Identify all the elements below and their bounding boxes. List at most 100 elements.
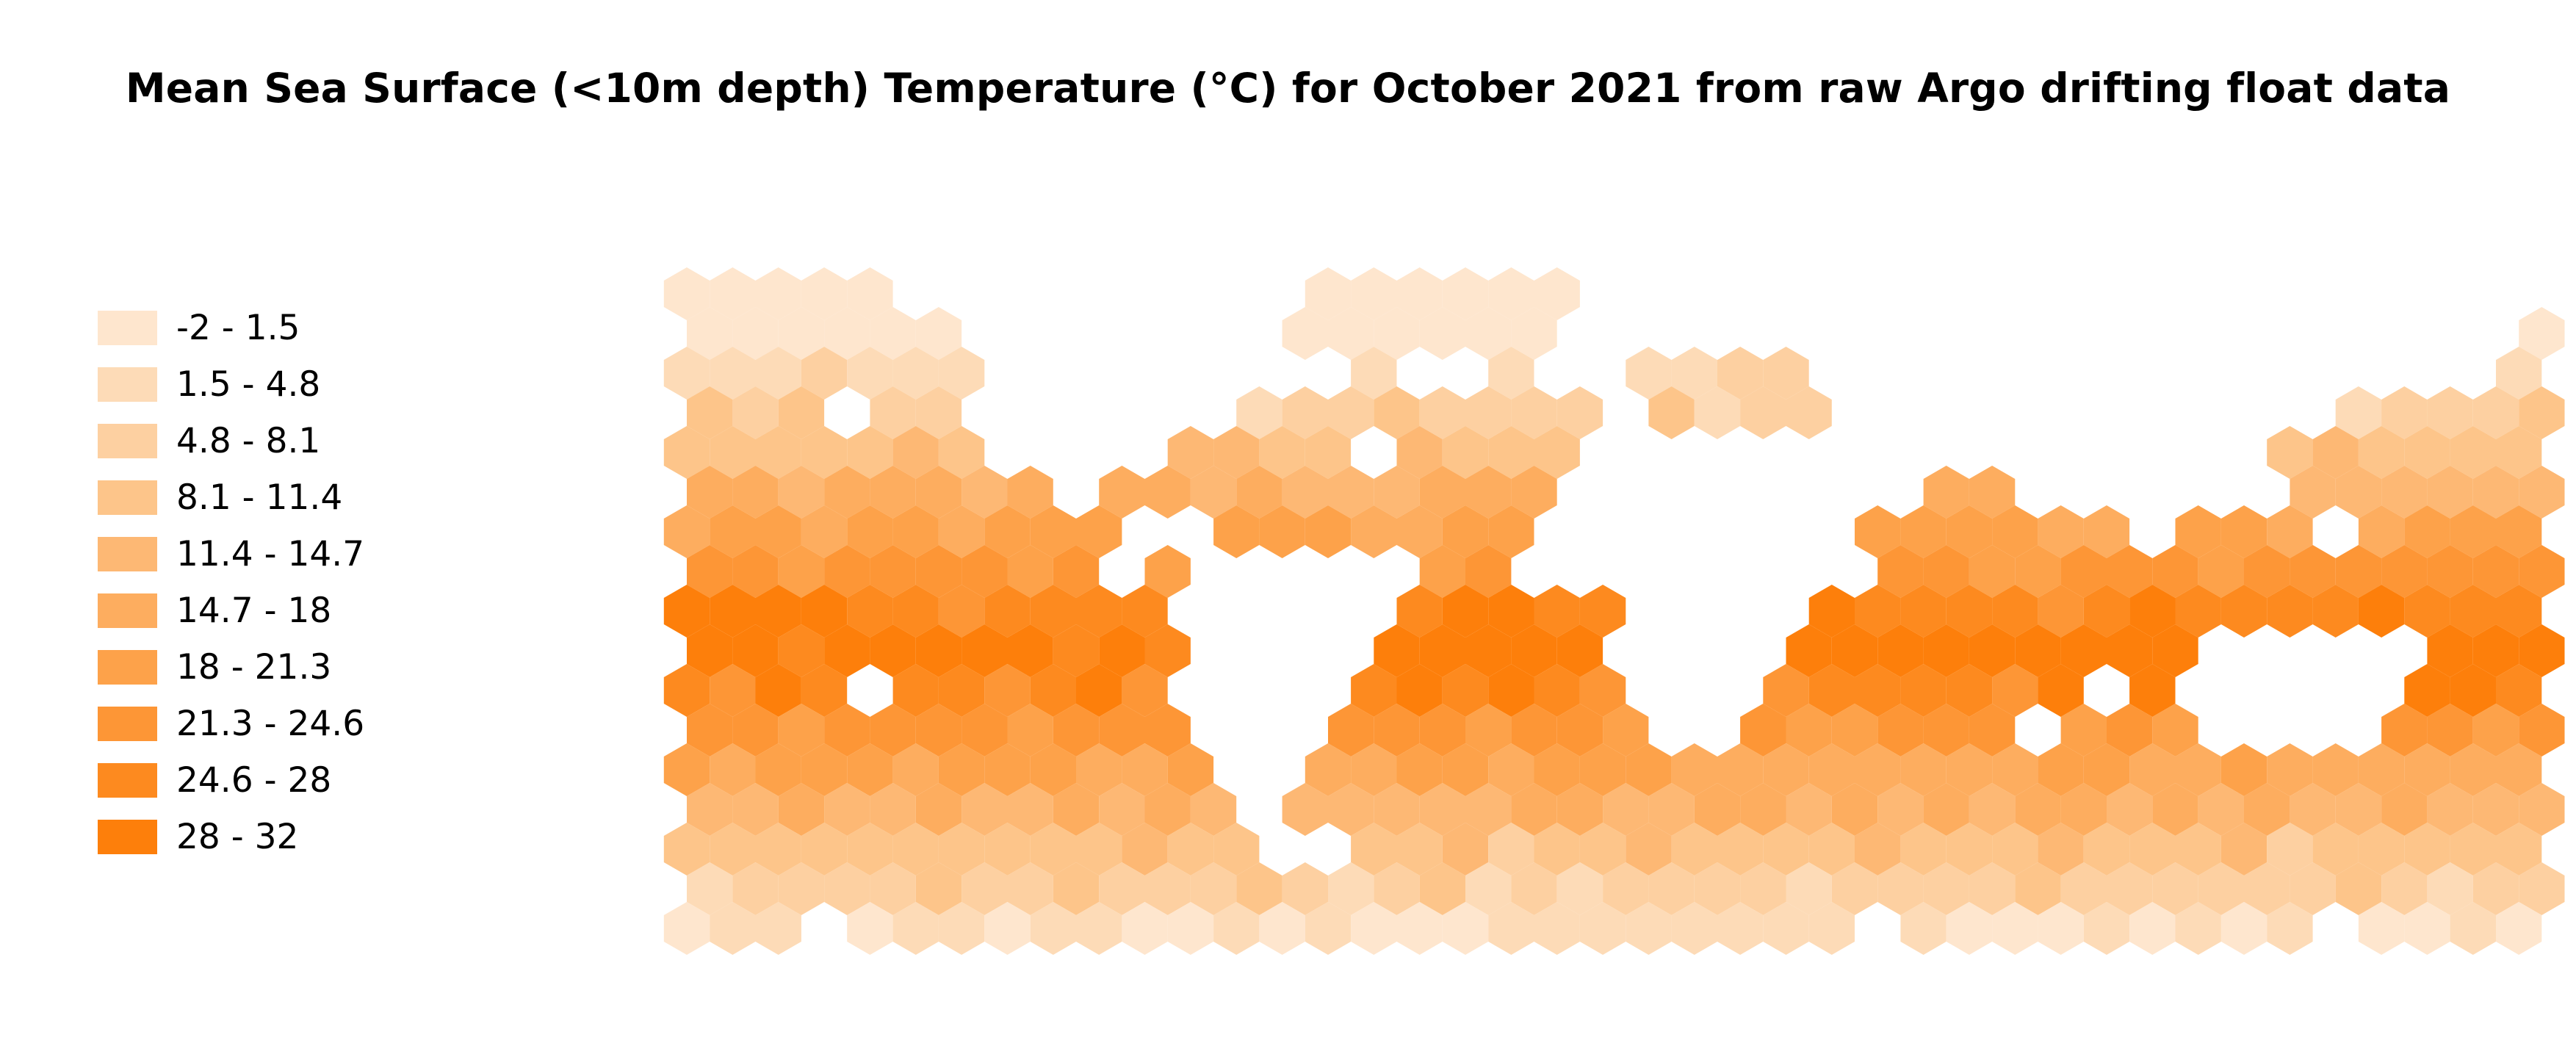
hex-cell (2450, 743, 2496, 796)
hex-cell (1305, 505, 1352, 558)
hex-cell (1969, 624, 2016, 677)
hex-cell (2220, 902, 2267, 955)
hex-cell (1992, 902, 2038, 955)
hex-cell (2427, 624, 2473, 677)
hex-cell (1053, 704, 1100, 757)
hex-cell (2290, 862, 2336, 915)
hex-cell (732, 386, 779, 439)
hex-cell (1419, 783, 1465, 836)
hex-cell (1694, 862, 1741, 915)
legend-label: 18 - 21.3 (176, 647, 332, 687)
hex-cell (1969, 466, 2016, 519)
hex-cell (1282, 466, 1328, 519)
hex-cell (1236, 862, 1282, 915)
hex-cell (1877, 704, 1924, 757)
hex-cell (2450, 426, 2496, 479)
hex-cell (2267, 823, 2313, 876)
hex-cell (1831, 704, 1878, 757)
hex-cell (1992, 505, 2038, 558)
hex-cell (1396, 664, 1443, 717)
hex-cell (892, 664, 939, 717)
hex-cell (1305, 267, 1352, 320)
hex-cell (1511, 862, 1557, 915)
hex-cell (1465, 466, 1512, 519)
hex-cell (1534, 267, 1580, 320)
hex-cell (2472, 386, 2519, 439)
hex-cell (2107, 862, 2153, 915)
hex-cell (755, 347, 801, 400)
hex-cell (1328, 466, 1374, 519)
hex-cell (1763, 347, 1809, 400)
hex-cell (687, 307, 733, 360)
hex-cell (2450, 823, 2496, 876)
hex-cell (1855, 505, 1901, 558)
legend-item: 24.6 - 28 (98, 752, 364, 809)
legend-label: 1.5 - 4.8 (176, 364, 321, 405)
hex-cell (984, 902, 1031, 955)
hex-cell (732, 704, 779, 757)
hex-cell (1076, 743, 1122, 796)
hex-cell (1923, 783, 1969, 836)
hex-cell (1923, 704, 1969, 757)
hex-cell (824, 704, 870, 757)
hex-cell (2519, 466, 2565, 519)
hex-cell (1534, 585, 1580, 638)
hex-cell (1351, 902, 1397, 955)
hex-cell (1740, 783, 1786, 836)
hex-cell (2381, 545, 2428, 598)
legend-item: 18 - 21.3 (98, 639, 364, 696)
hex-cell (1786, 624, 1832, 677)
hex-cell (1855, 585, 1901, 638)
hex-cell (2404, 585, 2450, 638)
hex-cell (1076, 823, 1122, 876)
hex-cell (892, 585, 939, 638)
hex-cell (2220, 823, 2267, 876)
hex-cell (962, 862, 1008, 915)
legend-label: -2 - 1.5 (176, 308, 300, 348)
hex-cell (1671, 823, 1717, 876)
hex-cell (1763, 743, 1809, 796)
hex-cell (732, 862, 779, 915)
hex-cell (2358, 505, 2405, 558)
hex-cell (1396, 505, 1443, 558)
hex-cell (1808, 902, 1855, 955)
hex-cell (915, 704, 962, 757)
hex-cell (1076, 585, 1122, 638)
hex-cell (2060, 545, 2107, 598)
hex-cell (1213, 505, 1260, 558)
hex-cell (2427, 466, 2473, 519)
hex-cell (1969, 545, 2016, 598)
hex-cell (755, 823, 801, 876)
hex-cell (2175, 585, 2221, 638)
hex-cell (1167, 902, 1214, 955)
hex-cell (962, 704, 1008, 757)
hex-cell (1282, 862, 1328, 915)
hex-cell (2519, 307, 2565, 360)
hex-cell (938, 426, 985, 479)
hex-cell (1992, 823, 2038, 876)
hex-cell (687, 862, 733, 915)
hex-cell (1694, 783, 1741, 836)
hex-cell (2450, 902, 2496, 955)
hex-cell (1076, 505, 1122, 558)
hex-cell (2198, 545, 2244, 598)
hex-cell (2060, 624, 2107, 677)
hex-cell (2198, 862, 2244, 915)
hex-cell (1167, 426, 1214, 479)
hex-cell (2404, 823, 2450, 876)
hex-cell (1419, 386, 1465, 439)
hex-cell (2220, 505, 2267, 558)
hex-cell (2038, 505, 2084, 558)
hex-cell (2404, 664, 2450, 717)
hex-cell (1900, 823, 1947, 876)
hex-cell (1442, 743, 1489, 796)
hex-cell (710, 347, 756, 400)
hex-cell (2404, 426, 2450, 479)
hex-cell (1396, 585, 1443, 638)
hex-cell (1007, 545, 1053, 598)
hex-cell (2015, 862, 2061, 915)
hex-cell (1900, 664, 1947, 717)
hex-cell (2335, 783, 2382, 836)
hex-cell (1626, 347, 1672, 400)
hex-cell (2152, 545, 2198, 598)
